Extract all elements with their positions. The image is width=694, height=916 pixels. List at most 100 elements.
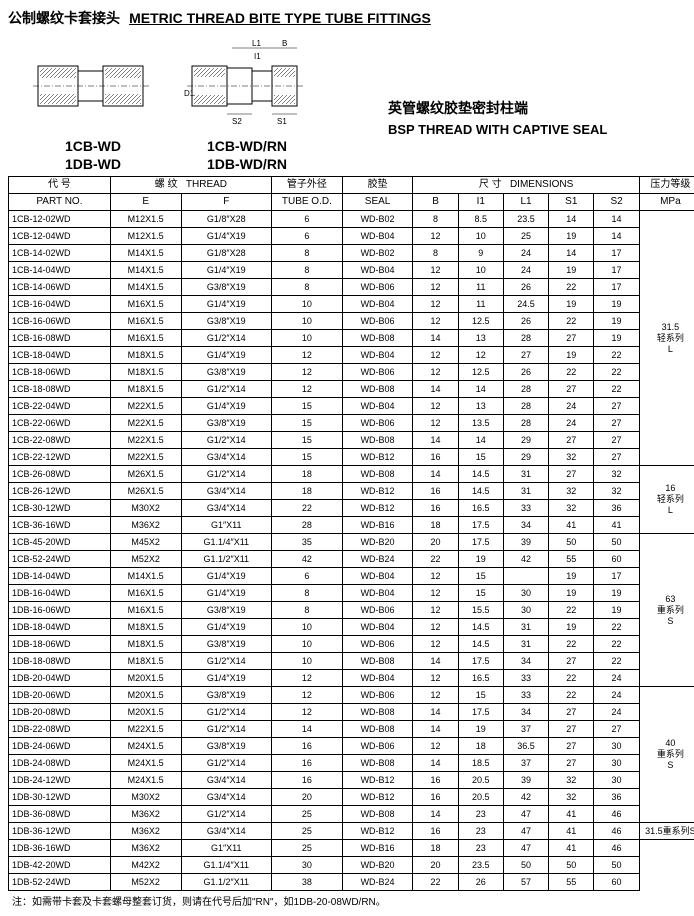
table-cell: 6: [272, 568, 343, 585]
table-cell: 1DB-20-04WD: [9, 670, 111, 687]
table-cell: 22: [594, 619, 639, 636]
th-S1: S1: [549, 194, 594, 211]
table-cell: G3/4″X14: [181, 483, 272, 500]
table-cell: 27: [594, 415, 639, 432]
table-cell: 17.5: [458, 653, 503, 670]
table-cell: 1CB-14-06WD: [9, 279, 111, 296]
table-cell: G1/2″X14: [181, 432, 272, 449]
table-cell: WD-B08: [342, 755, 413, 772]
table-cell: 16.5: [458, 670, 503, 687]
table-cell: 29: [503, 449, 548, 466]
table-cell: 42: [272, 551, 343, 568]
table-cell: 37: [503, 755, 548, 772]
table-cell: 6: [272, 211, 343, 228]
table-cell: M45X2: [110, 534, 181, 551]
table-cell: 1CB-52-24WD: [9, 551, 111, 568]
table-cell: 15: [272, 432, 343, 449]
th-seal-en: SEAL: [342, 194, 413, 211]
th-S2: S2: [594, 194, 639, 211]
table-cell: G1/8″X28: [181, 211, 272, 228]
subtitle-en: BSP THREAD WITH CAPTIVE SEAL: [388, 122, 607, 137]
table-row: 1CB-16-08WDM16X1.5G1/2″X1410WD-B08141328…: [9, 330, 694, 347]
mpa-group-cell: 31.5重系列S: [639, 823, 694, 840]
th-mpa-cn: 压力等级: [639, 177, 694, 194]
table-cell: 12: [413, 279, 458, 296]
table-cell: M14X1.5: [110, 279, 181, 296]
table-cell: 27: [594, 432, 639, 449]
table-cell: 26: [503, 364, 548, 381]
table-cell: WD-B16: [342, 517, 413, 534]
table-cell: 25: [503, 228, 548, 245]
table-cell: 12: [272, 381, 343, 398]
table-cell: WD-B02: [342, 245, 413, 262]
table-cell: M16X1.5: [110, 296, 181, 313]
table-cell: M16X1.5: [110, 330, 181, 347]
table-cell: WD-B08: [342, 432, 413, 449]
table-cell: 14.5: [458, 466, 503, 483]
table-row: 1CB-12-04WDM12X1.5G1/4″X196WD-B041210251…: [9, 228, 694, 245]
th-thread-cn: 螺 纹: [155, 179, 178, 190]
table-cell: 12: [272, 670, 343, 687]
table-cell: M14X1.5: [110, 262, 181, 279]
table-cell: 27: [549, 704, 594, 721]
table-cell: 33: [503, 670, 548, 687]
table-row: 1CB-22-08WDM22X1.5G1/2″X1415WD-B08141429…: [9, 432, 694, 449]
table-cell: G1/2″X14: [181, 653, 272, 670]
table-cell: 12: [413, 636, 458, 653]
table-cell: 8: [413, 245, 458, 262]
table-cell: 34: [503, 704, 548, 721]
table-cell: 24: [503, 262, 548, 279]
table-cell: G1/8″X28: [181, 245, 272, 262]
table-cell: M14X1.5: [110, 245, 181, 262]
table-cell: 27: [594, 721, 639, 738]
table-cell: G1/4″X19: [181, 296, 272, 313]
table-cell: 26: [503, 279, 548, 296]
table-cell: 17.5: [458, 517, 503, 534]
table-cell: G1/2″X14: [181, 806, 272, 823]
table-cell: 39: [503, 534, 548, 551]
table-cell: G1/4″X19: [181, 585, 272, 602]
table-cell: WD-B08: [342, 806, 413, 823]
table-cell: 60: [594, 874, 639, 891]
th-thread-en: THREAD: [186, 179, 227, 190]
table-cell: 20: [413, 857, 458, 874]
table-cell: 1CB-16-04WD: [9, 296, 111, 313]
table-cell: 1CB-22-06WD: [9, 415, 111, 432]
table-cell: 20: [413, 534, 458, 551]
table-cell: M52X2: [110, 874, 181, 891]
table-cell: 22: [549, 313, 594, 330]
table-cell: 18: [272, 466, 343, 483]
table-cell: 19: [549, 262, 594, 279]
table-cell: 24.5: [503, 296, 548, 313]
model-right-1: 1CB-WD/RN: [182, 138, 312, 154]
table-cell: 16: [413, 500, 458, 517]
table-cell: WD-B04: [342, 296, 413, 313]
table-cell: 27: [549, 432, 594, 449]
table-cell: WD-B08: [342, 381, 413, 398]
table-cell: 8: [413, 211, 458, 228]
table-cell: 23.5: [458, 857, 503, 874]
table-cell: 30: [594, 738, 639, 755]
table-cell: 1DB-30-12WD: [9, 789, 111, 806]
table-cell: WD-B04: [342, 228, 413, 245]
table-cell: 50: [549, 534, 594, 551]
table-cell: 17: [594, 245, 639, 262]
table-cell: WD-B04: [342, 262, 413, 279]
table-cell: 17: [594, 568, 639, 585]
table-cell: 1DB-36-12WD: [9, 823, 111, 840]
table-cell: 27: [594, 398, 639, 415]
table-cell: 1CB-16-08WD: [9, 330, 111, 347]
table-cell: 1DB-24-08WD: [9, 755, 111, 772]
table-cell: G3/8″X19: [181, 415, 272, 432]
table-row: 1DB-20-04WDM20X1.5G1/4″X1912WD-B041216.5…: [9, 670, 694, 687]
table-cell: G3/8″X19: [181, 738, 272, 755]
table-cell: 17: [594, 279, 639, 296]
table-cell: 34: [503, 653, 548, 670]
table-cell: M16X1.5: [110, 313, 181, 330]
th-B: B: [413, 194, 458, 211]
table-cell: 15: [458, 568, 503, 585]
table-cell: 14: [594, 228, 639, 245]
table-cell: 12.5: [458, 313, 503, 330]
table-cell: 22: [549, 279, 594, 296]
table-row: 1DB-18-06WDM18X1.5G3/8″X1910WD-B061214.5…: [9, 636, 694, 653]
